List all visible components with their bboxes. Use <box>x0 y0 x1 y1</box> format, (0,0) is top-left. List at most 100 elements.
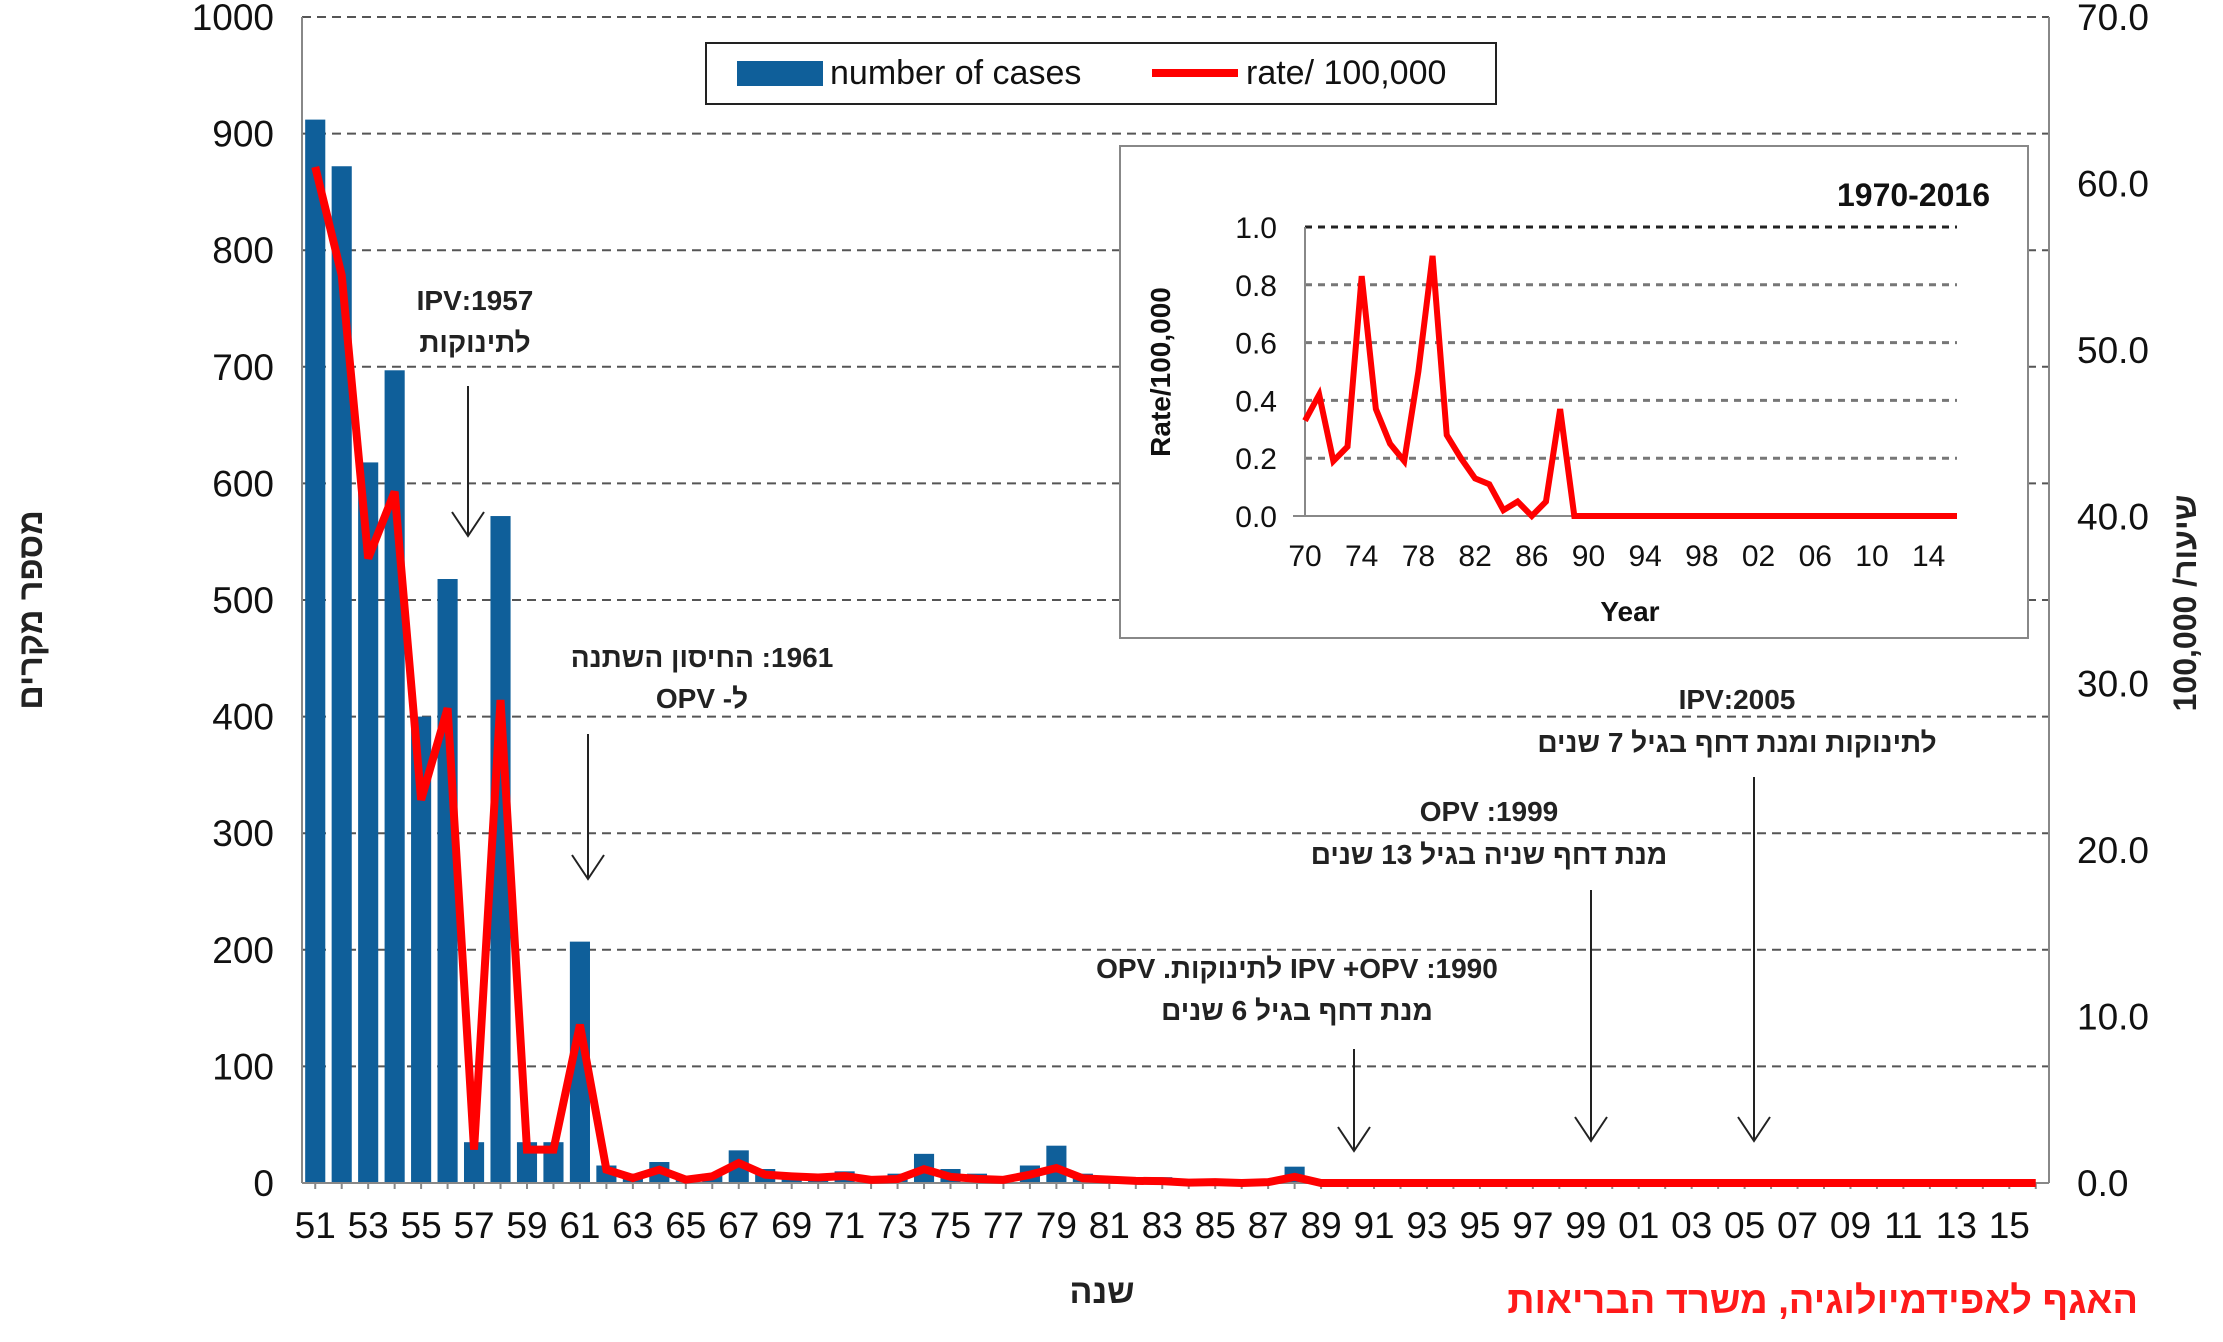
y-tick-label: 800 <box>212 230 274 271</box>
annotation-line-1: 1999: OPV <box>1420 796 1559 827</box>
y-tick-label: 400 <box>212 697 274 738</box>
inset-x-tick-label: 10 <box>1855 540 1888 573</box>
rate-series-line <box>311 165 2036 1188</box>
y2-tick-label: 10.0 <box>2077 996 2149 1037</box>
x-tick-label: 51 <box>295 1205 336 1246</box>
y2-tick-label: 0.0 <box>2077 1163 2128 1204</box>
y-tick-label: 100 <box>212 1046 274 1087</box>
inset-x-tick-label: 98 <box>1685 540 1718 573</box>
rate-line <box>311 165 2036 1188</box>
bar <box>305 119 326 1183</box>
y2-tick-label: 20.0 <box>2077 830 2149 871</box>
x-tick-label: 03 <box>1671 1205 1712 1246</box>
inset-title: 1970-2016 <box>1837 177 1990 213</box>
x-tick-label: 53 <box>348 1205 389 1246</box>
bar <box>569 941 590 1183</box>
inset-x-tick-label: 94 <box>1628 540 1661 573</box>
inset-x-tick-label: 70 <box>1288 540 1321 573</box>
x-tick-label: 73 <box>877 1205 918 1246</box>
annotation-line-1: 1957:IPV <box>417 285 534 316</box>
arrow-head-icon <box>1337 1126 1371 1153</box>
bar <box>358 462 379 1183</box>
x-tick-label: 05 <box>1724 1205 1765 1246</box>
y-tick-label: 1000 <box>192 0 274 38</box>
inset-x-tick-label: 02 <box>1742 540 1775 573</box>
inset-rate-line <box>1302 255 1957 521</box>
inset-y-title: Rate/100,000 <box>1145 287 1176 457</box>
inset-x-tick-label: 82 <box>1458 540 1491 573</box>
y-tick-label: 300 <box>212 813 274 854</box>
inset-x-tick-label: 90 <box>1572 540 1605 573</box>
inset-y-tick-label: 1.0 <box>1235 212 1277 245</box>
inset-x-tick-label: 74 <box>1345 540 1378 573</box>
x-tick-label: 09 <box>1830 1205 1871 1246</box>
x-tick-label: 11 <box>1884 1205 1922 1246</box>
x-tick-label: 97 <box>1512 1205 1553 1246</box>
arrow-head-icon <box>451 511 485 538</box>
tick-labels: 0 100 200 300 400 500 600 700 800 900 1000 0.0 10.0 2… <box>192 0 2149 1246</box>
y-tick-label: 0 <box>253 1163 274 1204</box>
arrow-head-icon <box>1574 1116 1608 1143</box>
inset-x-tick-label: 86 <box>1515 540 1548 573</box>
x-tick-label: 95 <box>1459 1205 1500 1246</box>
y-tick-label: 900 <box>212 114 274 155</box>
x-tick-label: 57 <box>453 1205 494 1246</box>
inset-x-title: Year <box>1600 596 1659 627</box>
x-tick-label: 01 <box>1618 1205 1659 1246</box>
annotation-line-1: 2005:IPV <box>1679 684 1796 715</box>
y-axis-title: מספר מקרים <box>12 510 50 710</box>
x-tick-label: 79 <box>1036 1205 1077 1246</box>
y-tick-label: 500 <box>212 580 274 621</box>
annotations: 1957:IPV לתינוקות 1961: החיסון השתנה ל- OPV… <box>417 285 1937 1153</box>
inset-plot: 0.0 0.2 0.4 0.6 0.8 1.0 70 74 78 82 86 90 94 98 02 06 10… <box>1235 212 1957 573</box>
x-tick-label: 71 <box>824 1205 865 1246</box>
x-axis-title: שנה <box>1069 1273 1134 1311</box>
inset-y-tick-label: 0.4 <box>1235 385 1277 418</box>
x-tick-label: 93 <box>1406 1205 1447 1246</box>
bar <box>331 166 352 1184</box>
legend: number of cases rate/ 100,000 <box>705 42 1497 105</box>
inset-y-tick-label: 0.8 <box>1235 270 1277 303</box>
annotation-line-2: ל- OPV <box>656 683 748 714</box>
x-tick-label: 87 <box>1248 1205 1289 1246</box>
x-tick-label: 13 <box>1936 1205 1977 1246</box>
annotation-line-2: לתינוקות ומנת דחף בגיל 7 שנים <box>1537 727 1936 758</box>
x-tick-label: 75 <box>930 1205 971 1246</box>
y-tick-label: 600 <box>212 463 274 504</box>
x-tick-label: 89 <box>1301 1205 1342 1246</box>
bar <box>490 516 511 1183</box>
y2-tick-label: 30.0 <box>2077 663 2149 704</box>
y-tick-label: 200 <box>212 930 274 971</box>
annotation-line-2: לתינוקות <box>419 327 530 358</box>
inset-y-tick-label: 0.6 <box>1235 328 1277 361</box>
arrow-head-icon <box>1737 1116 1771 1143</box>
y2-tick-label: 60.0 <box>2077 164 2149 205</box>
y2-tick-label: 70.0 <box>2077 0 2149 38</box>
x-tick-label: 55 <box>401 1205 442 1246</box>
annotation-line-1: 1961: החיסון השתנה <box>571 642 834 673</box>
source-text: האגף לאפידמיולוגיה, משרד הבריאות <box>1507 1280 2138 1322</box>
arrow-head-icon <box>571 854 605 881</box>
y2-axis-title: שיעור/ 100,000 <box>2167 495 2203 712</box>
bar <box>411 716 432 1183</box>
x-tick-label: 77 <box>983 1205 1024 1246</box>
x-tick-label: 67 <box>718 1205 759 1246</box>
x-tick-label: 85 <box>1195 1205 1236 1246</box>
x-tick-label: 69 <box>771 1205 812 1246</box>
x-tick-label: 83 <box>1142 1205 1183 1246</box>
legend-swatch-cases <box>737 61 823 86</box>
annotation-line-1: 1990: IPV +OPV לתינוקות. OPV <box>1096 953 1498 984</box>
annotation-line-2: מנת דחף שניה בגיל 13 שנים <box>1311 839 1667 870</box>
legend-label-rate: rate/ 100,000 <box>1246 54 1446 92</box>
x-tick-label: 99 <box>1565 1205 1606 1246</box>
legend-label-cases: number of cases <box>830 54 1081 92</box>
y2-tick-label: 50.0 <box>2077 330 2149 371</box>
x-tick-label: 65 <box>665 1205 706 1246</box>
x-tick-label: 81 <box>1089 1205 1130 1246</box>
inset-y-tick-label: 0.2 <box>1235 443 1277 476</box>
x-tick-label: 59 <box>506 1205 547 1246</box>
bars <box>305 119 1305 1184</box>
x-tick-label: 63 <box>612 1205 653 1246</box>
x-tick-label: 91 <box>1353 1205 1394 1246</box>
